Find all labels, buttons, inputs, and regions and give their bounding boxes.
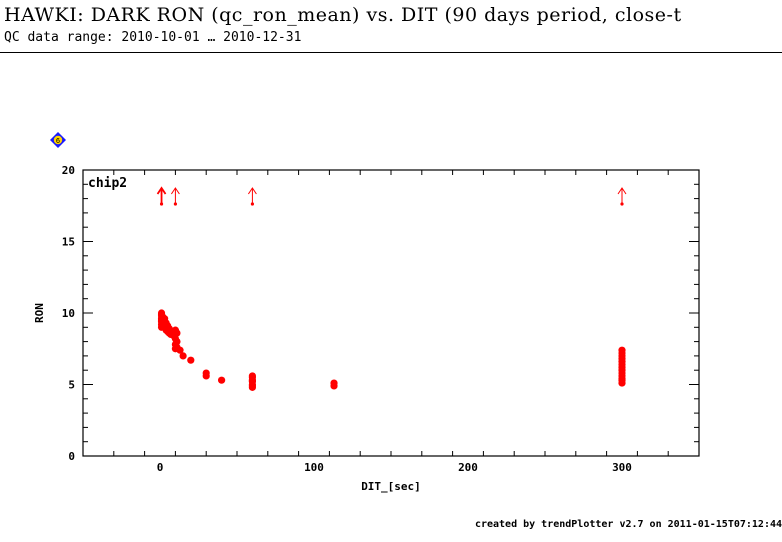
y-tick-label: 15 [62, 236, 75, 249]
y-tick-label: 0 [68, 450, 75, 463]
plot-frame [82, 169, 700, 457]
x-axis-label: DIT_[sec] [361, 480, 421, 493]
badge: 6 [50, 132, 66, 148]
chart-subtitle: QC data range: 2010-10-01 … 2010-12-31 [4, 30, 302, 45]
badge-inner-icon [53, 135, 63, 145]
x-tick-label: 100 [304, 461, 324, 474]
header-divider [0, 52, 782, 53]
arrow-base-dot [620, 202, 624, 206]
data-point [173, 338, 181, 346]
x-tick-label: 200 [458, 461, 478, 474]
upper-limit-arrow [156, 186, 167, 206]
y-tick-label: 5 [68, 379, 75, 392]
arrow-head [170, 187, 180, 195]
y-tick-labels: 0 5 10 15 20 [62, 164, 75, 463]
data-point [176, 346, 184, 354]
arrow-head [156, 186, 167, 195]
panel-label: chip2 [88, 176, 127, 191]
footer-credit: created by trendPlotter v2.7 on 2011-01-… [474, 519, 782, 530]
data-point [330, 382, 338, 390]
x-tick-labels: 0 100 200 300 [157, 461, 632, 474]
y-axis-label: RON [33, 303, 46, 323]
upper-limit-arrow [170, 187, 180, 206]
tick-marks [82, 169, 700, 457]
arrow-base-dot [250, 202, 254, 206]
arrow-head [247, 187, 257, 195]
x-tick-label: 0 [157, 461, 164, 474]
data-points [157, 309, 626, 391]
data-point [618, 379, 626, 387]
arrow-head [617, 187, 627, 195]
data-point [248, 383, 256, 391]
data-point [187, 356, 195, 364]
x-tick-label: 300 [612, 461, 632, 474]
data-point [179, 352, 187, 360]
data-point [218, 376, 226, 384]
badge-label: 6 [56, 137, 60, 145]
upper-limit-arrows [156, 186, 627, 206]
upper-limit-arrow [617, 187, 627, 206]
chart-title: HAWKI: DARK RON (qc_ron_mean) vs. DIT (9… [4, 4, 682, 26]
upper-limit-arrow [247, 187, 257, 206]
data-point [173, 329, 181, 337]
y-tick-label: 10 [62, 307, 75, 320]
data-point [202, 372, 210, 380]
y-tick-label: 20 [62, 164, 75, 177]
arrow-base-dot [173, 202, 177, 206]
arrow-base-dot [159, 202, 164, 206]
